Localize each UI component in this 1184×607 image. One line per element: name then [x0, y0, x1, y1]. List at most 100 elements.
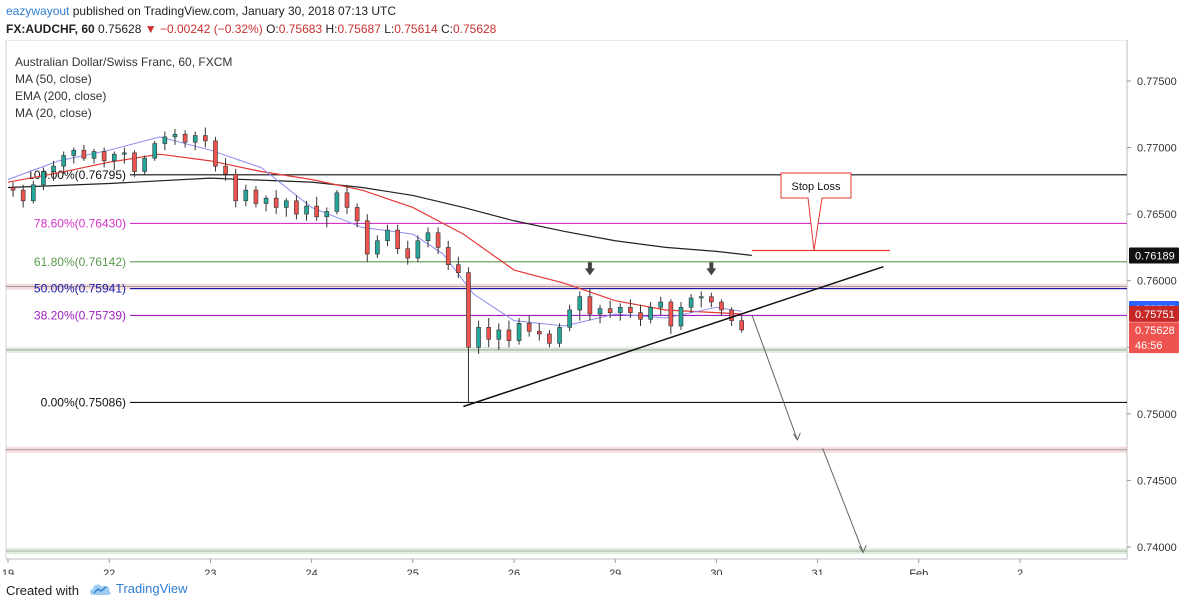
projection-arrowhead: [858, 545, 867, 554]
price-axis-badge: [1129, 337, 1179, 354]
last-price: 0.75628: [98, 22, 142, 36]
x-tick-label: Feb: [909, 568, 928, 575]
price-axis-badge: [1129, 247, 1179, 264]
close-value: 0.75628: [452, 22, 497, 36]
y-tick-label: 0.74500: [1137, 475, 1177, 487]
candle-body: [567, 309, 572, 328]
close-label: C:: [440, 22, 453, 36]
candle-body: [213, 140, 218, 167]
created-with-text: Created with: [6, 583, 79, 598]
candle-body: [415, 240, 421, 259]
plot-area: [5, 40, 1128, 560]
ema200-line: [7, 177, 752, 256]
candle-body: [314, 205, 319, 218]
candle-body: [304, 205, 309, 215]
candle-body: [273, 197, 279, 208]
candle-body: [395, 229, 400, 250]
candle-body: [375, 240, 380, 255]
candle-body: [445, 247, 451, 266]
candle-body: [203, 135, 208, 142]
peak-down-arrow-icon: [584, 262, 595, 276]
low-label: L:: [384, 22, 395, 36]
y-tick-label: 0.76500: [1137, 209, 1177, 221]
candle-body: [506, 329, 512, 341]
legend-item-ma50[interactable]: MA (50, close): [15, 72, 92, 86]
projection-arrowhead: [792, 432, 801, 441]
candle-body: [607, 308, 613, 313]
x-tick-label: 31: [811, 568, 823, 575]
candle-body: [253, 189, 259, 204]
candle-body: [698, 296, 704, 299]
candle-body: [132, 152, 137, 172]
candle-body: [739, 320, 745, 331]
candle-body: [526, 322, 532, 332]
footer: Created with TradingView: [0, 575, 1184, 607]
candle-body: [668, 301, 674, 327]
candle-body: [729, 309, 734, 321]
x-tick-label: 23: [204, 568, 216, 575]
fib-level-label: 0.00%(0.75086): [41, 395, 126, 409]
candle-body: [71, 149, 77, 156]
candle-body: [152, 143, 158, 159]
fib-level-label: 38.20%(0.75739): [34, 308, 126, 322]
brand-name: TradingView: [116, 581, 188, 596]
candle-body: [536, 330, 542, 335]
projection-segment-1: [751, 314, 798, 440]
tradingview-brand-link[interactable]: TradingView: [88, 581, 188, 596]
open-label: O:: [266, 22, 279, 36]
x-tick-label: 30: [710, 568, 722, 575]
chart-legend: Australian Dollar/Swiss Franc, 60, FXCM …: [15, 54, 232, 122]
candle-body: [344, 192, 350, 208]
x-tick-label: 25: [407, 568, 419, 575]
candle-body: [516, 322, 522, 341]
candle-body: [10, 187, 16, 191]
candle-body: [142, 157, 147, 172]
high-value: 0.75687: [337, 22, 381, 36]
legend-item-ma20[interactable]: MA (20, close): [15, 106, 92, 120]
candle-body: [709, 296, 714, 303]
price-axis-badge: [1129, 305, 1179, 322]
candle-body: [577, 296, 583, 311]
y-tick-label: 0.75000: [1137, 409, 1177, 421]
x-tick-label: 26: [508, 568, 520, 575]
price-axis-badge-text: 0.75751: [1135, 309, 1175, 321]
candle-body: [41, 171, 46, 186]
ma20-line: [7, 136, 742, 327]
publish-info: eazywayout published on TradingView.com,…: [6, 4, 396, 18]
candle-body: [20, 189, 26, 202]
candle-body: [243, 189, 249, 202]
username-link[interactable]: eazywayout: [6, 4, 70, 18]
price-axis-badge-text: 46:56: [1135, 340, 1163, 352]
fib-level-label: 78.60%(0.76430): [34, 216, 126, 230]
candle-body: [122, 152, 127, 155]
candle-body: [324, 211, 330, 218]
candle-body: [354, 207, 360, 222]
y-tick-label: 0.76000: [1137, 276, 1177, 288]
candle-body: [192, 135, 198, 143]
high-label: H:: [325, 22, 338, 36]
projection-segment-2: [822, 448, 864, 553]
candle-body: [496, 329, 502, 340]
legend-item-ema200[interactable]: EMA (200, close): [15, 89, 107, 103]
price-chart[interactable]: 0.775000.770000.765000.760000.755000.750…: [0, 40, 1184, 575]
candle-body: [405, 248, 411, 259]
price-change: ▼ −0.00242 (−0.32%): [144, 22, 263, 36]
ohlc-bar: FX:AUDCHF, 60 0.75628 ▼ −0.00242 (−0.32%…: [6, 22, 496, 36]
candle-body: [425, 232, 431, 242]
candle-body: [162, 136, 168, 144]
candle-body: [628, 307, 633, 313]
symbol-label: FX:AUDCHF, 60: [6, 22, 95, 36]
candle-body: [385, 229, 390, 242]
candle-body: [688, 297, 694, 308]
price-axis-badge-text: 0.76189: [1135, 251, 1175, 263]
candle-body: [617, 307, 623, 313]
x-tick-label: 19: [2, 568, 14, 575]
candle-body: [435, 232, 441, 248]
candle-body: [294, 200, 299, 215]
y-tick-label: 0.74000: [1137, 542, 1177, 554]
low-value: 0.75614: [394, 22, 438, 36]
candle-body: [486, 326, 492, 340]
x-tick-label: 29: [609, 568, 621, 575]
candle-body: [81, 149, 87, 159]
candle-body: [547, 333, 552, 344]
